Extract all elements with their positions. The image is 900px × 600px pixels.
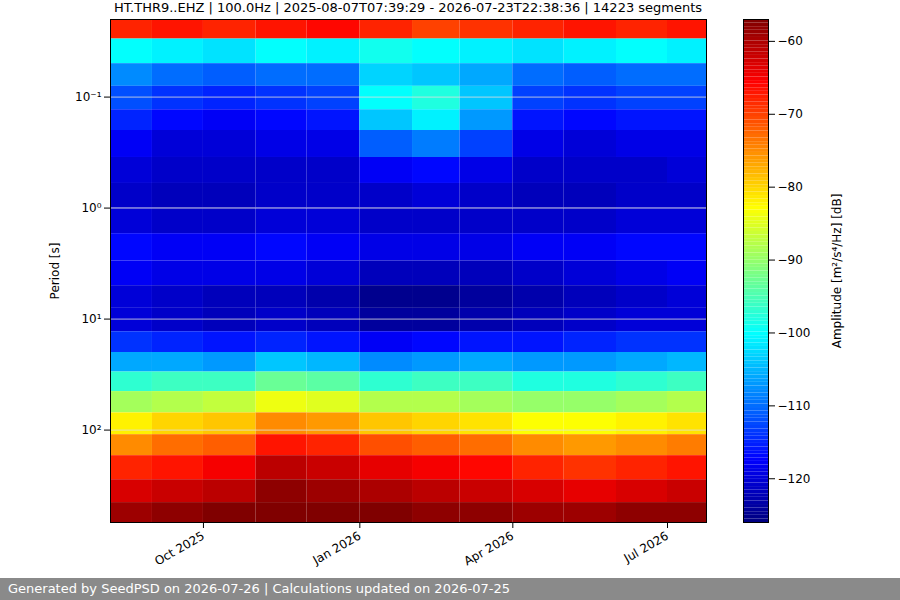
svg-text:Amplitude [m²/s⁴/Hz] [dB]: Amplitude [m²/s⁴/Hz] [dB]: [830, 194, 844, 349]
svg-text:−120: −120: [778, 472, 811, 486]
svg-text:10¹: 10¹: [81, 312, 101, 326]
svg-text:−90: −90: [778, 253, 803, 267]
svg-text:−80: −80: [778, 180, 803, 194]
svg-text:−60: −60: [778, 34, 803, 48]
svg-text:Jan 2026: Jan 2026: [310, 529, 364, 568]
svg-text:Oct 2025: Oct 2025: [152, 529, 207, 569]
html-text:Generated by SeedPSD on 2026-0: Generated by SeedPSD on 2026-07-26 | Cal…: [8, 581, 510, 596]
svg-text:10⁰: 10⁰: [81, 201, 101, 215]
svg-text:Jul 2026: Jul 2026: [621, 529, 671, 566]
svg-text:−100: −100: [778, 326, 811, 340]
svg-text:10²: 10²: [81, 423, 101, 437]
svg-text:−70: −70: [778, 107, 803, 121]
svg-text:Period [s]: Period [s]: [48, 243, 62, 300]
svg-text:−110: −110: [778, 399, 811, 413]
svg-text:Apr 2026: Apr 2026: [461, 529, 516, 569]
html-text:HT.THR9..EHZ | 100.0Hz | 2025-: HT.THR9..EHZ | 100.0Hz | 2025-08-07T07:3…: [113, 0, 703, 15]
svg-text:10⁻¹: 10⁻¹: [75, 90, 102, 104]
